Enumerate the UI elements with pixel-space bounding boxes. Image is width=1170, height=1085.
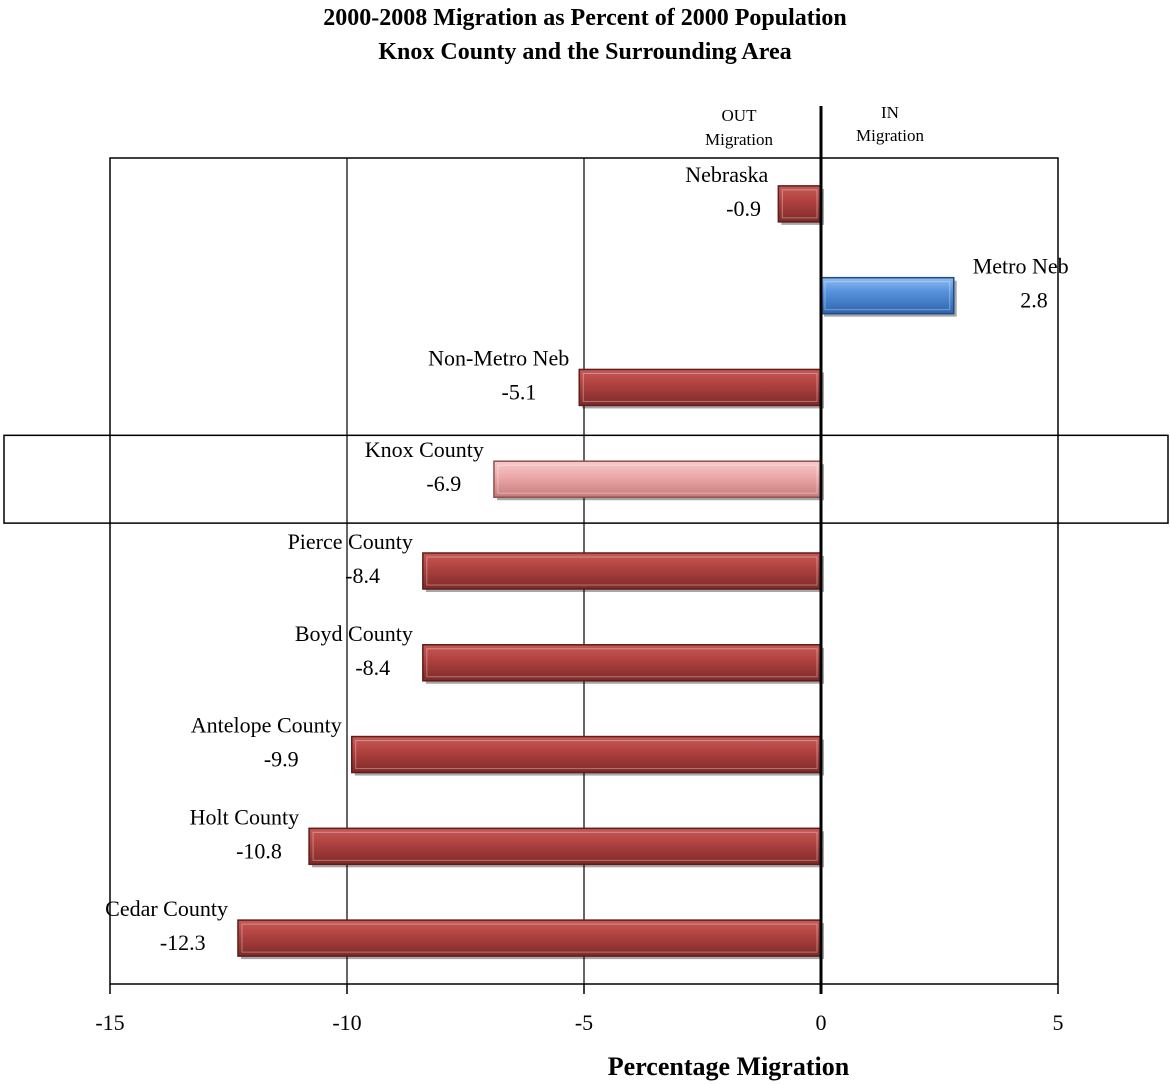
bar-bevel — [497, 464, 818, 494]
bar — [493, 460, 822, 498]
in-migration-label: IN — [881, 103, 899, 122]
bar — [308, 827, 822, 866]
category-label: Holt County — [190, 804, 299, 829]
x-tick-label: -15 — [95, 1010, 124, 1035]
bar — [422, 552, 822, 590]
category-label: Nebraska — [685, 162, 768, 187]
bar-bevel — [426, 648, 818, 678]
value-label: 2.8 — [1020, 288, 1048, 313]
value-label: -10.8 — [236, 838, 282, 863]
bar-bevel — [781, 189, 818, 219]
category-label: Pierce County — [288, 529, 413, 554]
category-label: Cedar County — [105, 896, 228, 921]
chart-subtitle: Knox County and the Surrounding Area — [378, 39, 792, 65]
category-label: Knox County — [365, 437, 484, 462]
bar — [777, 185, 822, 223]
value-label: -5.1 — [502, 379, 537, 404]
out-migration-label: OUT — [722, 106, 758, 125]
value-label: -8.4 — [355, 655, 390, 680]
x-tick-label: 5 — [1053, 1010, 1064, 1035]
bar — [578, 368, 822, 407]
bar — [350, 735, 822, 774]
x-tick-label: -5 — [575, 1010, 593, 1035]
bar — [422, 644, 822, 682]
value-label: -12.3 — [160, 930, 206, 955]
chart-title: 2000-2008 Migration as Percent of 2000 P… — [323, 5, 847, 31]
bar-bevel — [824, 281, 951, 311]
in-migration-label: Migration — [856, 126, 924, 145]
category-label: Metro Neb — [973, 254, 1069, 279]
bar-bevel — [312, 831, 818, 861]
bar-bevel — [355, 740, 818, 770]
bar — [820, 276, 955, 315]
value-label: -9.9 — [264, 747, 299, 772]
category-label: Boyd County — [295, 621, 413, 646]
bar-bevel — [241, 923, 818, 953]
bar — [237, 919, 822, 957]
out-migration-label: Migration — [705, 130, 773, 149]
value-label: -6.9 — [426, 471, 461, 496]
bar-bevel — [582, 372, 818, 402]
category-label: Antelope County — [191, 713, 342, 738]
x-tick-label: -10 — [332, 1010, 361, 1035]
x-tick-label: 0 — [816, 1010, 827, 1035]
value-label: -0.9 — [726, 196, 761, 221]
x-axis-label: Percentage Migration — [608, 1052, 850, 1081]
category-label: Non-Metro Neb — [428, 345, 569, 370]
bar-bevel — [426, 556, 818, 586]
value-label: -8.4 — [345, 563, 380, 588]
